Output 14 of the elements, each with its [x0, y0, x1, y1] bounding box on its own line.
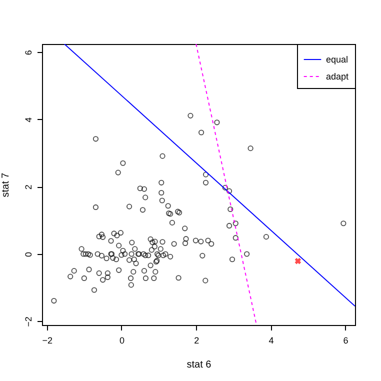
x-tick-label: 4 — [268, 336, 274, 346]
y-axis-title: stat 7 — [0, 172, 12, 198]
y-tick-label: 2 — [24, 184, 34, 190]
legend-label: equal — [326, 54, 348, 64]
x-tick-label: 6 — [343, 336, 348, 346]
y-tick-label: 0 — [24, 252, 34, 257]
y-tick-label: 6 — [24, 50, 34, 56]
y-tick-label: −2 — [24, 316, 34, 327]
x-tick-label: −2 — [42, 336, 52, 346]
y-tick-label: 4 — [24, 117, 34, 122]
x-axis-title: stat 6 — [186, 360, 212, 370]
legend-label: adapt — [326, 72, 350, 82]
x-tick-label: 0 — [119, 336, 124, 346]
x-tick-label: 2 — [194, 336, 200, 346]
